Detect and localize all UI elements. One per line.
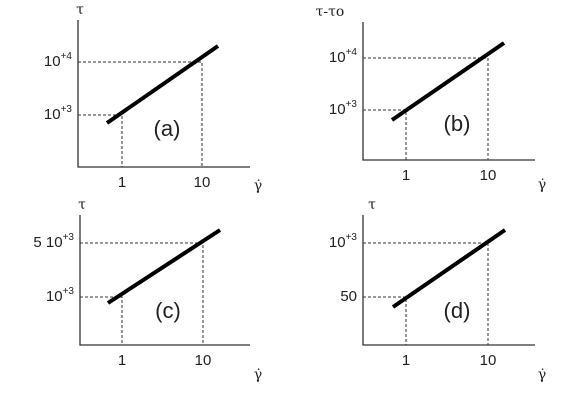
y-tick-label: 10+3 xyxy=(329,232,358,251)
y-tick-base: 10 xyxy=(44,106,61,123)
x-tick-label: 1 xyxy=(402,167,410,184)
y-axis-label: τ xyxy=(76,2,84,18)
flow-curve xyxy=(391,228,507,309)
panel-label: (a) xyxy=(154,116,181,141)
x-tick-label: 1 xyxy=(118,174,126,191)
y-tick-exponent: +4 xyxy=(346,47,358,58)
x-tick-label: 10 xyxy=(195,352,212,369)
y-tick-exponent: +3 xyxy=(63,232,75,243)
y-tick-label: 50 xyxy=(340,288,357,305)
panel: 5 10+310+31 10(c)τγ̇ xyxy=(33,197,262,383)
y-tick-exponent: +3 xyxy=(346,99,358,110)
y-tick-label: 10+3 xyxy=(44,104,73,123)
y-tick-exponent: +3 xyxy=(61,104,73,115)
x-tick-label: 1 xyxy=(118,352,126,369)
flow-curve xyxy=(105,44,220,125)
y-tick-label: 10+3 xyxy=(46,286,75,305)
y-tick-label: 10+3 xyxy=(329,99,358,118)
guide-line xyxy=(363,57,489,160)
guide-line xyxy=(80,242,204,345)
x-axis-label: γ̇ xyxy=(538,177,546,193)
y-tick-base: 10 xyxy=(329,101,346,118)
guide-line xyxy=(363,109,407,160)
axes xyxy=(77,20,250,168)
x-axis-label: γ̇ xyxy=(254,367,262,383)
axes xyxy=(362,22,535,161)
axes xyxy=(79,215,250,346)
flow-curve xyxy=(390,41,506,122)
panel-label: (b) xyxy=(444,111,471,136)
y-tick-exponent: +3 xyxy=(63,286,75,297)
panel: 10+410+31 10(b)τ-τoγ̇ xyxy=(316,4,547,193)
axes xyxy=(362,215,535,346)
y-tick-base: 10 xyxy=(46,288,63,305)
panel-label: (c) xyxy=(155,298,181,323)
panel-label: (d) xyxy=(444,298,471,323)
y-tick-base: 10 xyxy=(329,49,346,66)
guide-line xyxy=(78,114,123,167)
y-tick-label: 10+4 xyxy=(44,51,73,70)
y-tick-exponent: +4 xyxy=(61,51,73,62)
guide-line xyxy=(78,61,203,167)
guide-line xyxy=(80,296,123,345)
flow-curve xyxy=(106,228,222,305)
x-tick-label: 10 xyxy=(194,174,211,191)
y-axis-label: τ xyxy=(78,197,86,213)
x-tick-label: 10 xyxy=(480,352,497,369)
x-axis-label: γ̇ xyxy=(538,367,546,383)
x-tick-label: 10 xyxy=(480,167,497,184)
x-tick-label: 1 xyxy=(402,352,410,369)
y-tick-base: 10 xyxy=(44,53,61,70)
y-tick-label: 10+4 xyxy=(329,47,358,66)
y-tick-base: 50 xyxy=(340,288,357,305)
y-axis-label: τ-τo xyxy=(316,4,345,20)
y-tick-base: 5 10 xyxy=(33,234,62,251)
y-tick-exponent: +3 xyxy=(346,232,358,243)
y-tick-label: 5 10+3 xyxy=(33,232,74,251)
y-tick-base: 10 xyxy=(329,234,346,251)
y-axis-label: τ xyxy=(368,197,376,213)
panel: 10+410+31 10(a)τγ̇ xyxy=(44,2,262,194)
x-axis-label: γ̇ xyxy=(254,178,262,194)
guide-line xyxy=(363,242,489,345)
